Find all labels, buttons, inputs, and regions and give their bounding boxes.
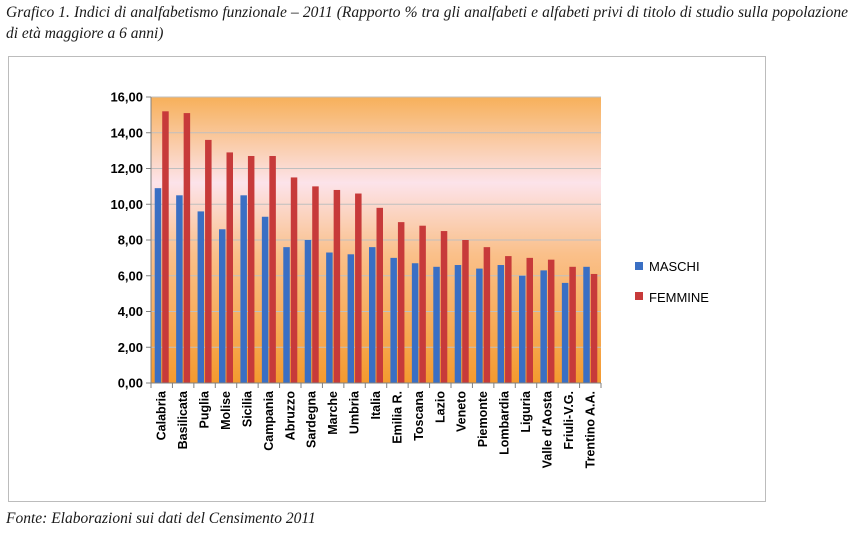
bar-maschi [219,229,226,383]
bar-chart: 0,00 2,00 4,00 6,00 8,00 10,00 12,00 14,00 16,00… [110,90,709,469]
source-note: Fonte: Elaborazioni sui dati del Censime… [6,510,316,527]
figure-caption: Grafico 1. Indici di analfabetismo funzi… [6,4,848,42]
gridlines [146,96,601,384]
bar-femmine [462,240,469,383]
y-tick-label: 4,00 [118,304,143,319]
bar-femmine [290,177,298,383]
x-category-label: Lazio [433,391,447,423]
x-category-label: Puglia [198,390,212,429]
x-category-label: Basilicata [176,390,190,449]
bar-maschi [304,240,312,383]
bar-femmine [419,225,426,383]
x-category-label: Marche [326,391,340,435]
bar-maschi [240,195,247,383]
y-tick-label: 6,00 [118,268,143,283]
axes [150,97,602,388]
bars [154,111,598,384]
bar-femmine [440,231,448,383]
x-category-label: Toscana [412,390,426,441]
y-tick-label: 16,00 [110,90,143,105]
bar-maschi [433,266,440,383]
bar-maschi [519,275,526,383]
x-category-label: Molise [219,391,233,430]
x-category-label: Piemonte [476,391,490,447]
bar-maschi [411,263,419,383]
bar-femmine [547,259,555,383]
y-tick-label: 12,00 [110,161,143,176]
y-tick-label: 14,00 [110,125,143,140]
y-tick-label: 0,00 [118,376,143,391]
bar-maschi [261,216,269,383]
bar-femmine [376,207,383,383]
bar-maschi [176,195,183,383]
bar-maschi [454,265,462,383]
y-tick-label: 2,00 [118,340,143,355]
x-category-label: Liguria [519,390,533,433]
x-category-label: Lombardia [498,390,512,455]
x-category-label: Sardegna [305,390,319,448]
bar-femmine [355,193,362,383]
bar-maschi [283,247,290,383]
x-category-label: Veneto [455,391,469,432]
legend-swatch-femmine [635,292,643,300]
chart-frame: 0,00 2,00 4,00 6,00 8,00 10,00 12,00 14,00 16,00… [8,56,766,502]
x-category-label: Sicilia [240,390,254,427]
bar-maschi [561,282,569,383]
bar-femmine [183,113,191,384]
x-category-label: Campania [262,390,276,451]
legend: MASCHI FEMMINE [635,259,709,305]
bar-femmine [590,273,598,383]
legend-swatch-maschi [635,262,643,270]
bar-femmine [247,155,255,383]
bar-femmine [526,257,533,383]
bar-maschi [583,266,590,383]
x-category-label: Abruzzo [283,391,297,441]
legend-label-maschi: MASCHI [649,259,700,274]
bar-maschi [369,247,376,383]
bar-maschi [476,268,483,383]
bar-maschi [347,254,355,383]
bar-femmine [505,256,512,383]
bar-femmine [312,186,319,383]
bar-maschi [326,252,333,383]
bar-femmine [397,222,405,383]
bar-femmine [226,152,233,383]
x-category-label: Valle d'Aosta [540,390,554,468]
bar-maschi [390,257,397,383]
x-category-label: Friuli-V.G. [562,391,576,450]
bar-femmine [162,111,169,384]
x-category-label: Umbria [348,390,362,434]
bar-maschi [197,211,205,383]
bar-femmine [569,266,576,383]
bar-femmine [269,155,276,383]
x-category-label: Calabria [155,390,169,440]
legend-label-femmine: FEMMINE [649,290,709,305]
bar-femmine [483,247,491,383]
y-tick-labels: 0,00 2,00 4,00 6,00 8,00 10,00 12,00 14,00 16,00 [110,90,143,391]
x-category-label: Italia [369,390,383,420]
bar-femmine [205,139,212,383]
bar-maschi [540,270,547,383]
x-category-label: Emilia R. [390,391,404,444]
y-tick-label: 8,00 [118,233,143,248]
x-category-label: Trentino A.A. [583,391,597,468]
y-tick-label: 10,00 [110,197,143,212]
x-category-labels: Calabria Basilicata Puglia Molise Sicilia Cam… [155,390,598,468]
bar-maschi [154,188,162,383]
bar-maschi [497,265,505,383]
bar-femmine [333,189,341,383]
